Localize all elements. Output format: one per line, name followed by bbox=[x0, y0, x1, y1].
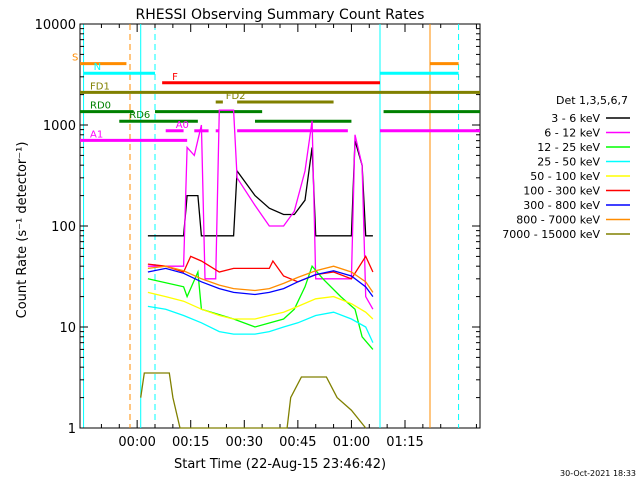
legend-label-1: 6 - 12 keV bbox=[544, 127, 600, 140]
flag-label-N: N bbox=[94, 62, 101, 73]
x-tick-label-2: 00:30 bbox=[226, 435, 263, 450]
series-line-6 bbox=[147, 267, 374, 297]
flag-label-F: F bbox=[172, 72, 178, 83]
series-line-1 bbox=[147, 109, 374, 310]
y-tick-label-4: 10000 bbox=[35, 18, 76, 33]
flag-label-RD6: RD6 bbox=[129, 110, 150, 121]
y-tick-label-3: 1000 bbox=[43, 119, 76, 134]
chart-title: RHESSI Observing Summary Count Rates bbox=[136, 7, 425, 23]
legend-label-6: 300 - 800 keV bbox=[523, 199, 600, 212]
legend-label-0: 3 - 6 keV bbox=[551, 112, 600, 125]
flag-label-S: S bbox=[72, 53, 78, 64]
x-axis-label: Start Time (22-Aug-15 23:46:42) bbox=[174, 457, 386, 472]
x-tick-label-3: 00:45 bbox=[279, 435, 316, 450]
flag-label-A0: A0 bbox=[176, 120, 189, 131]
flag-label-A1: A1 bbox=[90, 129, 103, 140]
legend-label-3: 25 - 50 keV bbox=[537, 156, 600, 169]
legend-title: Det 1,3,5,6,7 bbox=[556, 94, 628, 107]
series-line-7 bbox=[147, 265, 374, 293]
series-line-0 bbox=[147, 140, 373, 237]
legend-label-2: 12 - 25 keV bbox=[537, 141, 600, 154]
x-tick-label-1: 00:15 bbox=[172, 435, 209, 450]
y-tick-label-1: 10 bbox=[59, 321, 76, 336]
legend-label-7: 800 - 7000 keV bbox=[516, 214, 600, 227]
legend-label-5: 100 - 300 keV bbox=[523, 185, 600, 198]
flag-label-FD2: FD2 bbox=[226, 91, 246, 102]
footer-date: 30-Oct-2021 18:33 bbox=[560, 469, 636, 478]
series-line-4 bbox=[147, 291, 374, 320]
flag-label-FD1: FD1 bbox=[90, 81, 110, 92]
x-tick-label-0: 00:00 bbox=[118, 435, 155, 450]
x-tick-label-5: 01:15 bbox=[386, 435, 423, 450]
x-tick-label-4: 01:00 bbox=[333, 435, 370, 450]
y-tick-label-0: 1 bbox=[68, 422, 76, 437]
series-line-8 bbox=[140, 372, 367, 429]
flag-label-RD0: RD0 bbox=[90, 101, 111, 112]
series-line-5 bbox=[147, 255, 374, 283]
legend-label-8: 7000 - 15000 keV bbox=[502, 228, 600, 241]
series-line-3 bbox=[147, 305, 374, 343]
y-tick-label-2: 100 bbox=[51, 220, 76, 235]
legend-label-4: 50 - 100 keV bbox=[530, 170, 600, 183]
y-axis-label: Count Rate (s⁻¹ detector⁻¹) bbox=[15, 142, 30, 319]
